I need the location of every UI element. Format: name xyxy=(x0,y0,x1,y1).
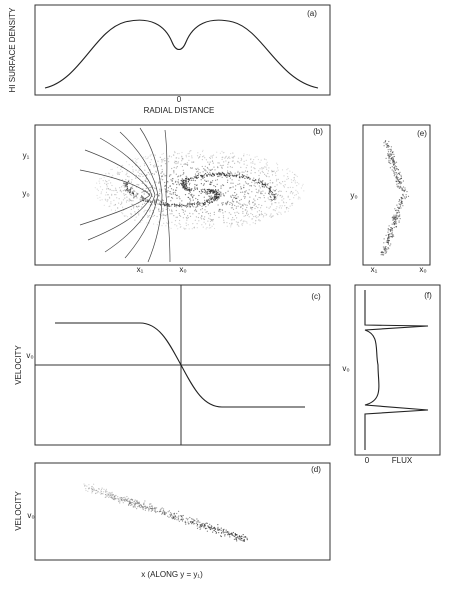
x0-label: x₀ xyxy=(179,265,186,274)
x0-label: x₀ xyxy=(419,265,426,274)
isovelocity-lines xyxy=(79,127,171,263)
frame xyxy=(354,284,441,456)
y1-label: y₁ xyxy=(23,151,30,160)
x1-label: x₁ xyxy=(371,265,378,274)
panel-c: (c) VELOCITY v₀ xyxy=(14,284,331,446)
panel-label: (a) xyxy=(307,9,317,18)
stipple xyxy=(123,171,277,208)
v0-label: v₀ xyxy=(27,511,34,520)
frame xyxy=(34,124,331,266)
y-axis-label: VELOCITY xyxy=(14,345,23,385)
x1-label: x₁ xyxy=(137,265,144,274)
origin-label: 0 xyxy=(177,95,182,104)
frame xyxy=(34,462,331,561)
stipple xyxy=(94,149,305,230)
y0-label: y₀ xyxy=(22,189,29,198)
panel-label: (c) xyxy=(311,292,321,301)
x-axis-label: RADIAL DISTANCE xyxy=(144,106,215,115)
frame xyxy=(362,124,431,266)
panel-d: (d) VELOCITY v₀ x (ALONG y = y₁) xyxy=(14,462,331,579)
v0-label: v₀ xyxy=(26,351,33,360)
panel-label: (e) xyxy=(417,129,427,138)
panel-label: (f) xyxy=(424,291,432,300)
panel-label: (d) xyxy=(311,465,321,474)
y-axis-label: HI SURFACE DENSITY xyxy=(8,7,17,93)
y-axis-label: VELOCITY xyxy=(14,491,23,531)
panel-a: (a) HI SURFACE DENSITY 0 RADIAL DISTANCE xyxy=(8,4,331,115)
frame xyxy=(34,4,331,96)
stipple xyxy=(83,483,248,542)
stipple xyxy=(380,140,410,256)
y0-label: y₀ xyxy=(350,191,357,200)
panel-e: (e) y₀ x₁ x₀ xyxy=(350,124,431,274)
origin-label: 0 xyxy=(365,456,370,465)
v0-label: v₀ xyxy=(342,364,349,373)
panel-f: (f) v₀ 0 FLUX xyxy=(342,284,441,465)
panel-label: (b) xyxy=(313,127,323,136)
panel-b: (b) y₁ y₀ x₁ x₀ xyxy=(22,124,331,274)
x-axis-label: FLUX xyxy=(392,456,413,465)
rotation-curve xyxy=(55,322,305,408)
x-axis-label: x (ALONG y = y₁) xyxy=(141,570,203,579)
density-curve xyxy=(44,19,319,89)
flux-profile xyxy=(364,290,429,450)
